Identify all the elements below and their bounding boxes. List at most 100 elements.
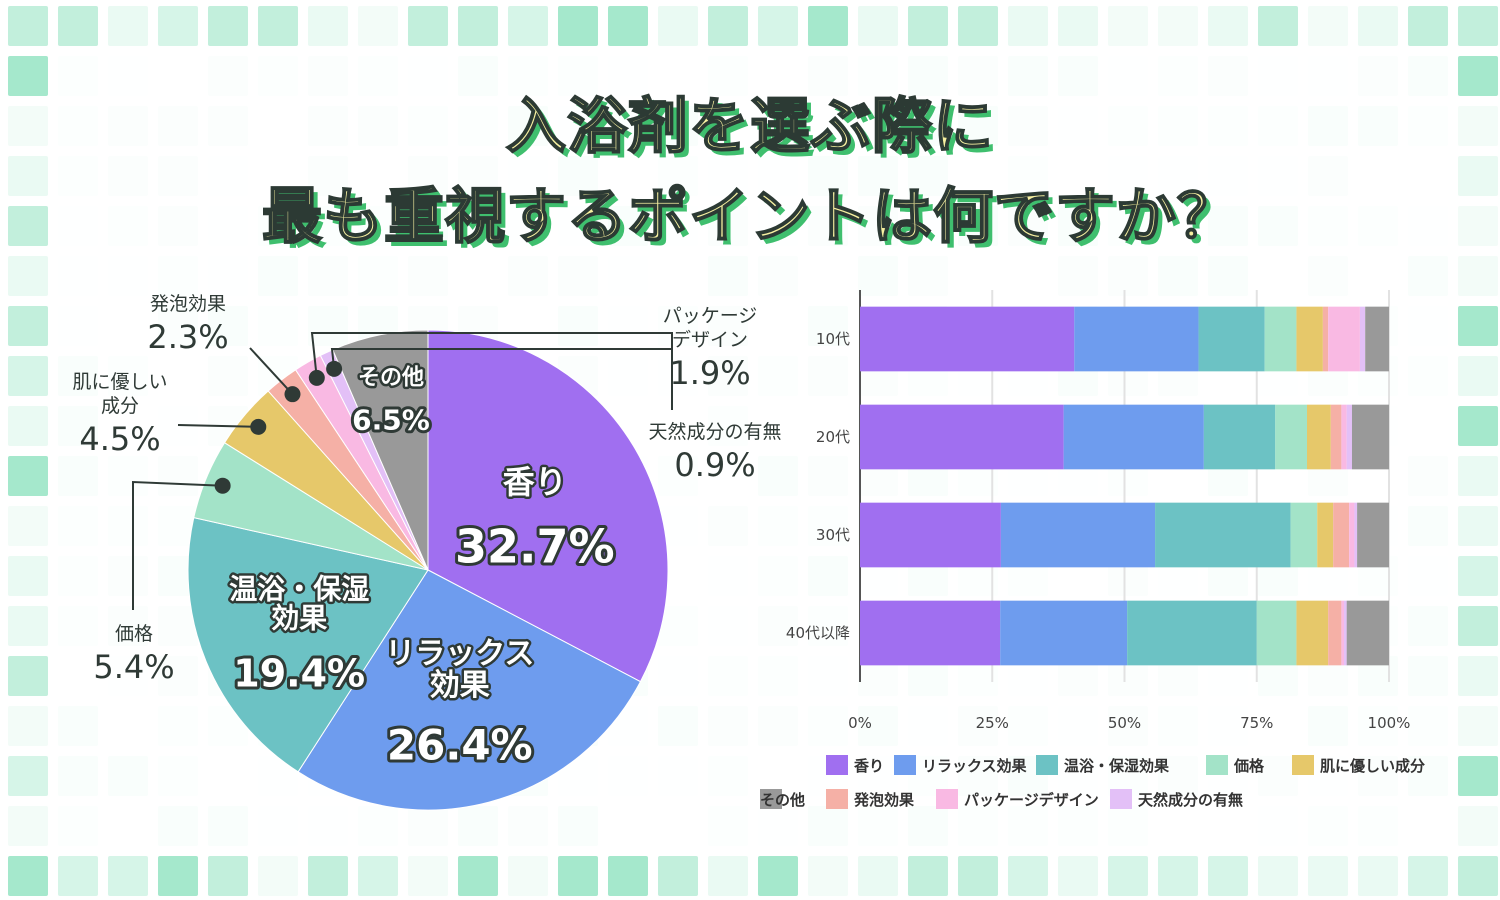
callout-value-2: 5.4% [93,648,174,686]
legend-label-5: 発泡効果 [853,791,915,809]
legend-label-0: 香り [854,757,884,775]
background-tile [1358,6,1398,46]
bar-segment-3-0 [860,600,1001,666]
background-tile [1458,306,1498,346]
background-tile [308,6,348,46]
legend-swatch-3 [1206,755,1228,775]
background-tile [358,6,398,46]
background-tile [758,856,798,896]
background-tile [8,406,48,446]
bar-segment-2-3 [1290,502,1318,568]
callout-label-1-line-0: 肌に優しい [72,371,167,393]
title-line-2: 最も重視するポイントは何ですか？ [261,181,1238,253]
y-category-label-3: 40代以降 [786,624,850,642]
legend-swatch-0 [826,755,848,775]
bar-segment-1-6 [1341,404,1347,470]
callout-line-0 [249,347,294,395]
background-tile [1458,56,1498,96]
callout-line-4 [330,348,673,410]
bar-segment-0-8 [1365,306,1389,372]
callout-label-3-line-0: パッケージ [663,305,758,327]
background-tile [958,6,998,46]
legend-label-3: 価格 [1233,757,1265,775]
legend-label-2: 温浴・保湿効果 [1064,757,1170,775]
callout-dot-4 [326,360,343,377]
pie-inside-value-0: 32.7% [455,519,615,573]
background-tile [1258,856,1298,896]
bar-segment-3-2 [1127,600,1257,666]
pie-inside-label-2-line-1: 効果 [271,602,327,635]
bar-segment-2-7 [1354,502,1358,568]
background-tile [8,856,48,896]
bar-segment-2-4 [1317,502,1334,568]
background-tile [558,6,598,46]
background-tile [358,856,398,896]
background-tile [808,6,848,46]
background-tile [1158,6,1198,46]
background-tile [1458,656,1498,696]
pie-inside-value-3: 6.5% [352,403,430,436]
background-tile [708,856,748,896]
pie-chart: 香り32.7%リラックス効果26.4%温浴・保湿効果19.4%その他6.5%発泡… [72,293,782,811]
callout-label-0-line-0: 発泡効果 [150,293,226,315]
background-tile [808,856,848,896]
y-category-label-0: 10代 [816,330,850,348]
callout-value-0: 2.3% [147,318,228,356]
background-tile [8,806,48,846]
background-tile [1458,406,1498,446]
callout-line-1 [177,424,259,428]
background-tile [258,856,298,896]
background-tile [1058,6,1098,46]
background-tile [1458,556,1498,596]
background-tile [8,606,48,646]
background-tile [1458,456,1498,496]
background-tile [1058,856,1098,896]
bar-segment-0-5 [1322,306,1329,372]
background-tile [8,106,48,146]
x-tick-label-0: 0% [848,714,872,732]
x-tick-label-3: 75% [1240,714,1273,732]
pie-inside-label-0-line-0: 香り [503,463,567,501]
background-tile [658,6,698,46]
bar-segment-0-1 [1074,306,1199,372]
bar-segment-2-6 [1349,502,1355,568]
background-tile [1458,506,1498,546]
background-tile [1458,756,1498,796]
callout-line-3 [310,332,673,378]
background-tile [8,306,48,346]
background-tile [208,6,248,46]
background-tile [8,56,48,96]
legend-swatch-8 [760,789,782,809]
bar-segment-1-2 [1203,404,1276,470]
background-tile [558,856,598,896]
background-tile [1458,256,1498,296]
pie-inside-label-3-line-0: その他 [358,366,424,391]
background-tile [1008,856,1048,896]
background-tile [58,856,98,896]
callout-dot-3 [308,369,325,386]
bar-segment-0-4 [1296,306,1323,372]
bar-segment-0-0 [860,306,1075,372]
bar-segment-3-1 [1000,600,1128,666]
background-tile [8,356,48,396]
background-tile [108,856,148,896]
x-tick-label-4: 100% [1368,714,1411,732]
bar-segment-0-3 [1264,306,1297,372]
background-tile [1308,6,1348,46]
callout-line-2 [132,480,223,610]
background-tile [958,856,998,896]
background-tile [1258,6,1298,46]
background-tile [8,756,48,796]
legend-swatch-2 [1036,755,1058,775]
pie-slice-1 [297,569,642,811]
background-tile [258,6,298,46]
callout-dot-1 [250,418,267,435]
bar-segment-0-6 [1328,306,1360,372]
background-tile [758,6,798,46]
bar-segment-1-3 [1275,404,1308,470]
background-tile [8,706,48,746]
background-tile [8,206,48,246]
background-tile [1408,6,1448,46]
background-tile [1458,856,1498,896]
